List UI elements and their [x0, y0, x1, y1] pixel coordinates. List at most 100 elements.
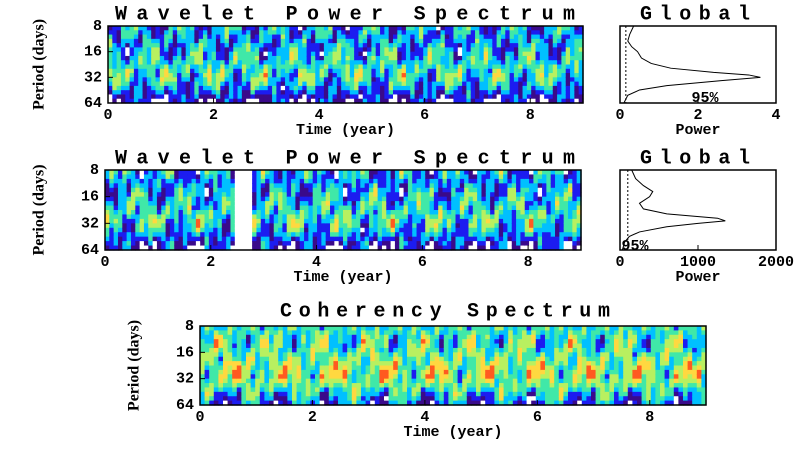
heatmap-cell	[428, 73, 433, 78]
heatmap-cell	[435, 379, 440, 384]
heatmap-cell	[479, 35, 484, 40]
heatmap-cell	[514, 90, 519, 95]
heatmap-cell	[421, 228, 426, 233]
heatmap-cell	[315, 374, 320, 379]
heatmap-cell	[298, 39, 303, 44]
heatmap-cell	[328, 69, 333, 74]
heatmap-cell	[239, 206, 244, 211]
heatmap-cell	[393, 90, 398, 95]
heatmap-cell	[307, 56, 312, 61]
heatmap-cell	[302, 47, 307, 52]
heatmap-cell	[412, 210, 417, 215]
heatmap-cell	[548, 94, 553, 99]
heatmap-cell	[574, 30, 579, 35]
heatmap-cell	[456, 210, 461, 215]
heatmap-cell	[232, 366, 237, 371]
heatmap-cell	[492, 69, 497, 74]
heatmap-cell	[272, 43, 277, 48]
heatmap-cell	[218, 348, 223, 353]
heatmap-cell	[365, 170, 370, 175]
heatmap-cell	[297, 387, 302, 392]
heatmap-cell	[196, 237, 201, 242]
heatmap-cell	[375, 357, 380, 362]
heatmap-cell	[304, 206, 309, 211]
heatmap-cell	[324, 90, 329, 95]
heatmap-cell	[356, 179, 361, 184]
heatmap-cell	[408, 219, 413, 224]
heatmap-cell	[533, 241, 538, 246]
heatmap-cell	[527, 82, 532, 87]
heatmap-cell	[251, 396, 256, 401]
heatmap-cell	[375, 383, 380, 388]
heatmap-cell	[233, 90, 238, 95]
heatmap-cell	[170, 214, 175, 219]
heatmap-cell	[473, 232, 478, 237]
heatmap-cell	[274, 335, 279, 340]
heatmap-cell	[200, 344, 205, 349]
heatmap-cell	[109, 188, 114, 193]
heatmap-cell	[507, 237, 512, 242]
heatmap-cell	[131, 232, 136, 237]
heatmap-cell	[421, 183, 426, 188]
heatmap-cell	[214, 335, 219, 340]
heatmap-cell	[285, 73, 290, 78]
heatmap-cell	[276, 82, 281, 87]
heatmap-cell	[255, 348, 260, 353]
heatmap-cell	[559, 183, 564, 188]
heatmap-cell	[572, 237, 577, 242]
heatmap-cell	[186, 56, 191, 61]
heatmap-cell	[306, 370, 311, 375]
heatmap-cell	[484, 82, 489, 87]
heatmap-cell	[410, 82, 415, 87]
heatmap-cell	[384, 82, 389, 87]
heatmap-cell	[300, 188, 305, 193]
heatmap-cell	[356, 335, 361, 340]
heatmap-cell	[421, 357, 426, 362]
heatmap-cell	[542, 201, 547, 206]
heatmap-cell	[109, 219, 114, 224]
heatmap-cell	[382, 206, 387, 211]
heatmap-cell	[375, 335, 380, 340]
chart-title: Global	[640, 147, 750, 170]
heatmap-cell	[174, 206, 179, 211]
heatmap-cell	[356, 366, 361, 371]
heatmap-cell	[238, 60, 243, 65]
heatmap-cell	[187, 210, 192, 215]
heatmap-cell	[114, 206, 119, 211]
heatmap-cell	[444, 357, 449, 362]
heatmap-cell	[494, 179, 499, 184]
heatmap-cell	[417, 223, 422, 228]
x-tick-label: 2	[693, 107, 702, 124]
heatmap-cell	[369, 210, 374, 215]
heatmap-cell	[546, 197, 551, 202]
x-axis-label: Time (year)	[403, 424, 502, 441]
heatmap-cell	[542, 237, 547, 242]
heatmap-cell	[555, 170, 560, 175]
heatmap-cell	[192, 223, 197, 228]
heatmap-cell	[367, 39, 372, 44]
heatmap-cell	[122, 232, 127, 237]
heatmap-cell	[232, 335, 237, 340]
heatmap-cell	[408, 170, 413, 175]
heatmap-cell	[510, 73, 515, 78]
heatmap-cell	[243, 206, 248, 211]
heatmap-cell	[285, 52, 290, 57]
heatmap-cell	[378, 174, 383, 179]
heatmap-cell	[410, 30, 415, 35]
heatmap-cell	[529, 174, 534, 179]
heatmap-cell	[458, 30, 463, 35]
heatmap-cell	[246, 379, 251, 384]
heatmap-cell	[278, 183, 283, 188]
heatmap-cell	[398, 339, 403, 344]
heatmap-cell	[156, 35, 161, 40]
heatmap-cell	[226, 192, 231, 197]
heatmap-cell	[109, 232, 114, 237]
heatmap-cell	[412, 330, 417, 335]
heatmap-cell	[320, 339, 325, 344]
heatmap-cell	[570, 43, 575, 48]
heatmap-cell	[287, 188, 292, 193]
heatmap-cell	[143, 47, 148, 52]
heatmap-cell	[313, 214, 318, 219]
heatmap-cell	[239, 232, 244, 237]
heatmap-cell	[404, 232, 409, 237]
